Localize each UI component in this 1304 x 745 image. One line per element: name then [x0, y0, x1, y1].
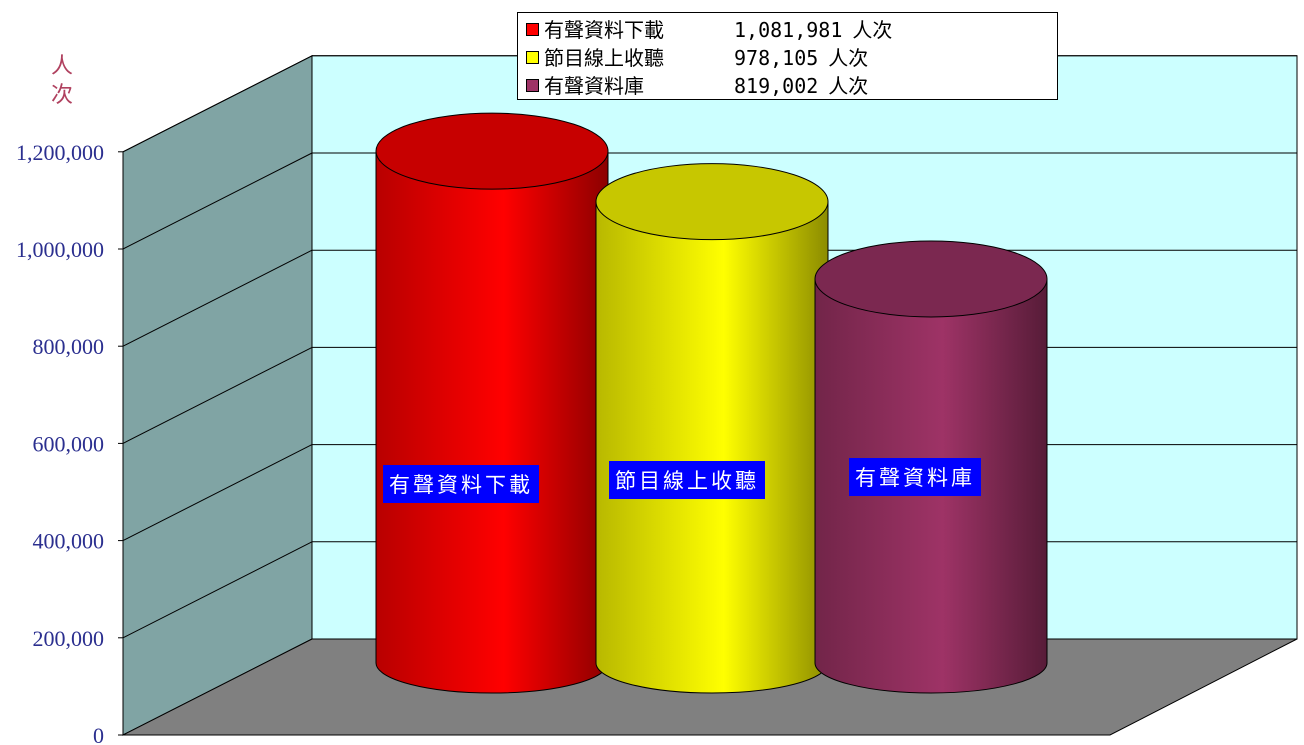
legend-name: 有聲資料下載 [544, 18, 664, 42]
y-tick-label: 200,000 [33, 626, 105, 651]
legend-item: 節目線上收聽 978,105 人次 [526, 44, 1057, 72]
gridline [122, 249, 313, 347]
legend-swatch [526, 79, 539, 92]
legend-item: 有聲資料庫 819,002 人次 [526, 72, 1057, 100]
y-tick-label: 400,000 [33, 529, 105, 554]
legend-name: 節目線上收聽 [544, 46, 664, 70]
bar-body [375, 150, 609, 694]
legend-name: 有聲資料庫 [544, 74, 644, 98]
gridline [122, 152, 313, 250]
legend-swatch [526, 51, 539, 64]
legend-value: 1,081,981 [734, 18, 843, 42]
gridline [122, 541, 313, 639]
gridline [122, 55, 313, 153]
legend-swatch [526, 23, 539, 36]
bar-body [595, 201, 829, 694]
y-axis-unit-char: 人 [51, 54, 73, 79]
bar-label: 節目線上收聽 [609, 461, 765, 499]
y-tick-label: 1,200,000 [16, 140, 104, 165]
bar-top [375, 112, 609, 190]
legend-unit: 人次 [828, 46, 869, 70]
legend-value: 978,105 [734, 46, 819, 70]
gridline [122, 346, 313, 444]
bar [375, 112, 609, 694]
y-tick-label: 600,000 [33, 431, 105, 456]
bar-label: 有聲資料下載 [383, 465, 539, 503]
y-tick-label: 800,000 [33, 334, 105, 359]
legend-unit: 人次 [852, 18, 893, 42]
bars [375, 112, 1048, 694]
y-axis-label: 人次 [51, 54, 73, 108]
bar [595, 163, 829, 694]
legend: 有聲資料下載 1,081,981 人次 節目線上收聽 978,105 人次 有聲資料庫 8… [517, 12, 1058, 100]
gridline [122, 444, 313, 542]
y-axis-ticks: 0 200,000 400,000 600,000 800,000 1,000,000 1,… [16, 140, 123, 745]
y-tick-label: 0 [93, 723, 104, 745]
legend-item: 有聲資料下載 1,081,981 人次 [526, 16, 1057, 44]
legend-unit: 人次 [828, 74, 869, 98]
bar-top [814, 240, 1048, 318]
bar-top [595, 163, 829, 241]
y-axis-unit-char: 次 [51, 83, 73, 108]
legend-value: 819,002 [734, 74, 819, 98]
bar-label: 有聲資料庫 [849, 458, 981, 496]
y-tick-label: 1,000,000 [16, 237, 104, 262]
